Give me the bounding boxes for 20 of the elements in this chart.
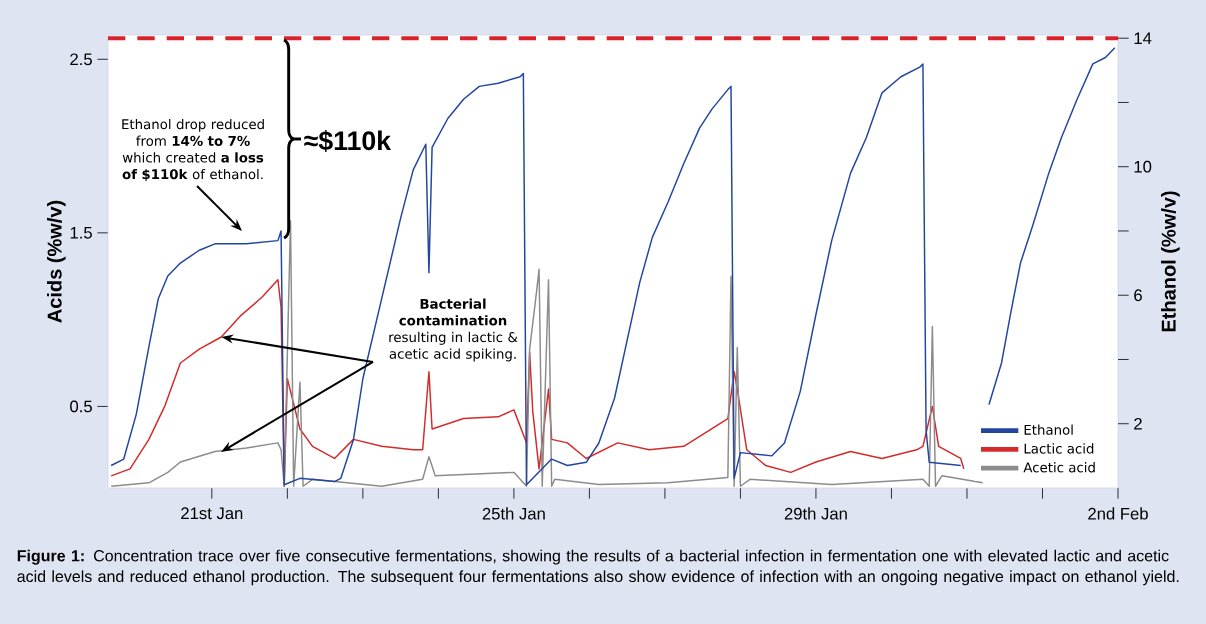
text: Figure 1: Concentration trace over five consecutive fermentations, showing the results of a bacterial infection in fermentation one with elevated lactic and acetic acid levels and reduced ethanol production. The subsequent four fermentations also show evidence of infection with an ongoing negative impact on ethanol yield.: [17, 549, 1179, 586]
legend-label: Acetic acid: [1023, 462, 1095, 473]
y2-tick-label: 2: [1134, 417, 1142, 430]
y2-axis-title: Ethanol (%w/v): [1161, 191, 1180, 332]
annotation: ≈$110k: [304, 130, 392, 152]
y-axis-title: Acids (%w/v): [47, 200, 66, 323]
y2-tick-label: 10: [1134, 160, 1152, 173]
y-tick-label: 2.5: [70, 53, 92, 66]
legend-label: Lactic acid: [1024, 443, 1094, 454]
y2-tick-label: 6: [1134, 289, 1142, 302]
x-tick-label: 2nd Feb: [1088, 507, 1148, 520]
annotation: Bacterial contamination resulting in lactic & acetic acid spiking.: [389, 298, 518, 362]
x-tick-label: 29th Jan: [784, 507, 847, 520]
legend-label: Ethanol: [1024, 424, 1073, 435]
y-tick-label: 1.5: [70, 227, 92, 239]
y-tick-label: 0.5: [70, 400, 92, 413]
x-tick-label: 21st Jan: [181, 507, 243, 520]
x-tick-label: 25th Jan: [482, 507, 545, 520]
y2-tick-label: 14: [1134, 32, 1152, 44]
text: Ethanol drop reduced from 14% to 7% which created a loss of $110k of ethanol.: [122, 118, 264, 182]
